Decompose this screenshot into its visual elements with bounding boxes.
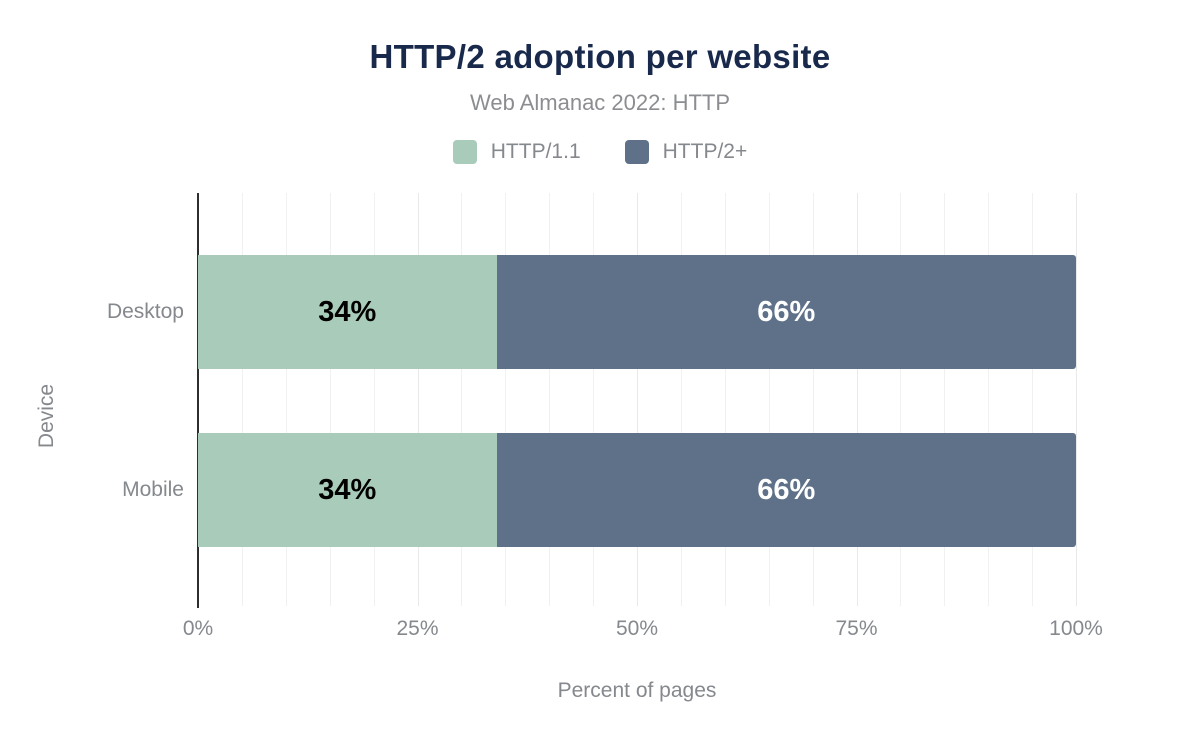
legend-swatch-icon [452,140,477,164]
bar-row-desktop: 34% 66% [198,255,1076,369]
gridline [768,193,770,606]
gridline [812,193,814,606]
bar-segment-desktop-http-1-1: 34% [198,255,497,369]
x-tick-label-0: 0% [182,617,214,640]
bar-segment-desktop-http-2-: 66% [496,255,1076,369]
gridline [373,193,375,606]
legend-label: HTTP/1.1 [490,140,581,163]
bar-value-label: 34% [318,473,377,506]
category-label-desktop: Desktop [106,300,184,323]
gridline [505,193,507,606]
gridline [724,193,726,606]
legend-item-http-2-: HTTP/2+ [624,140,748,164]
x-tick-label-50: 50% [615,617,659,640]
x-tick-label-100: 100% [1049,617,1103,640]
gridline [1076,193,1077,606]
gridline [680,193,682,606]
gridline [988,193,990,606]
legend-label: HTTP/2+ [662,140,748,163]
x-tick-label-25: 25% [396,617,439,640]
gridline [856,193,858,606]
bar-value-label: 66% [757,473,816,506]
gridline [1032,193,1034,606]
chart-subtitle: Web Almanac 2022: HTTP [469,90,731,115]
plot-area: 34% 66% 34% 66% [197,193,1077,608]
chart-title: HTTP/2 adoption per website [369,38,831,75]
bar-value-label: 66% [757,295,816,328]
gridline [549,193,551,606]
gridline [461,193,463,606]
gridline [285,193,287,606]
category-label-mobile: Mobile [122,478,184,501]
legend-swatch-icon [624,140,649,164]
bar-segment-mobile-http-2-: 66% [496,433,1076,547]
gridline [900,193,902,606]
bar-segment-mobile-http-1-1: 34% [198,433,497,547]
gridline [593,193,595,606]
x-axis-title: Percent of pages [557,679,717,702]
gridline [637,193,638,606]
legend-item-http-1-1: HTTP/1.1 [452,140,581,164]
bar-row-mobile: 34% 66% [198,433,1076,547]
gridline [417,193,419,606]
bar-value-label: 34% [318,295,377,328]
gridline [241,193,243,606]
x-tick-label-75: 75% [835,617,878,640]
legend: HTTP/1.1 HTTP/2+ [0,140,1200,164]
y-axis-line [197,193,199,608]
gridline [944,193,946,606]
gridline [329,193,331,606]
